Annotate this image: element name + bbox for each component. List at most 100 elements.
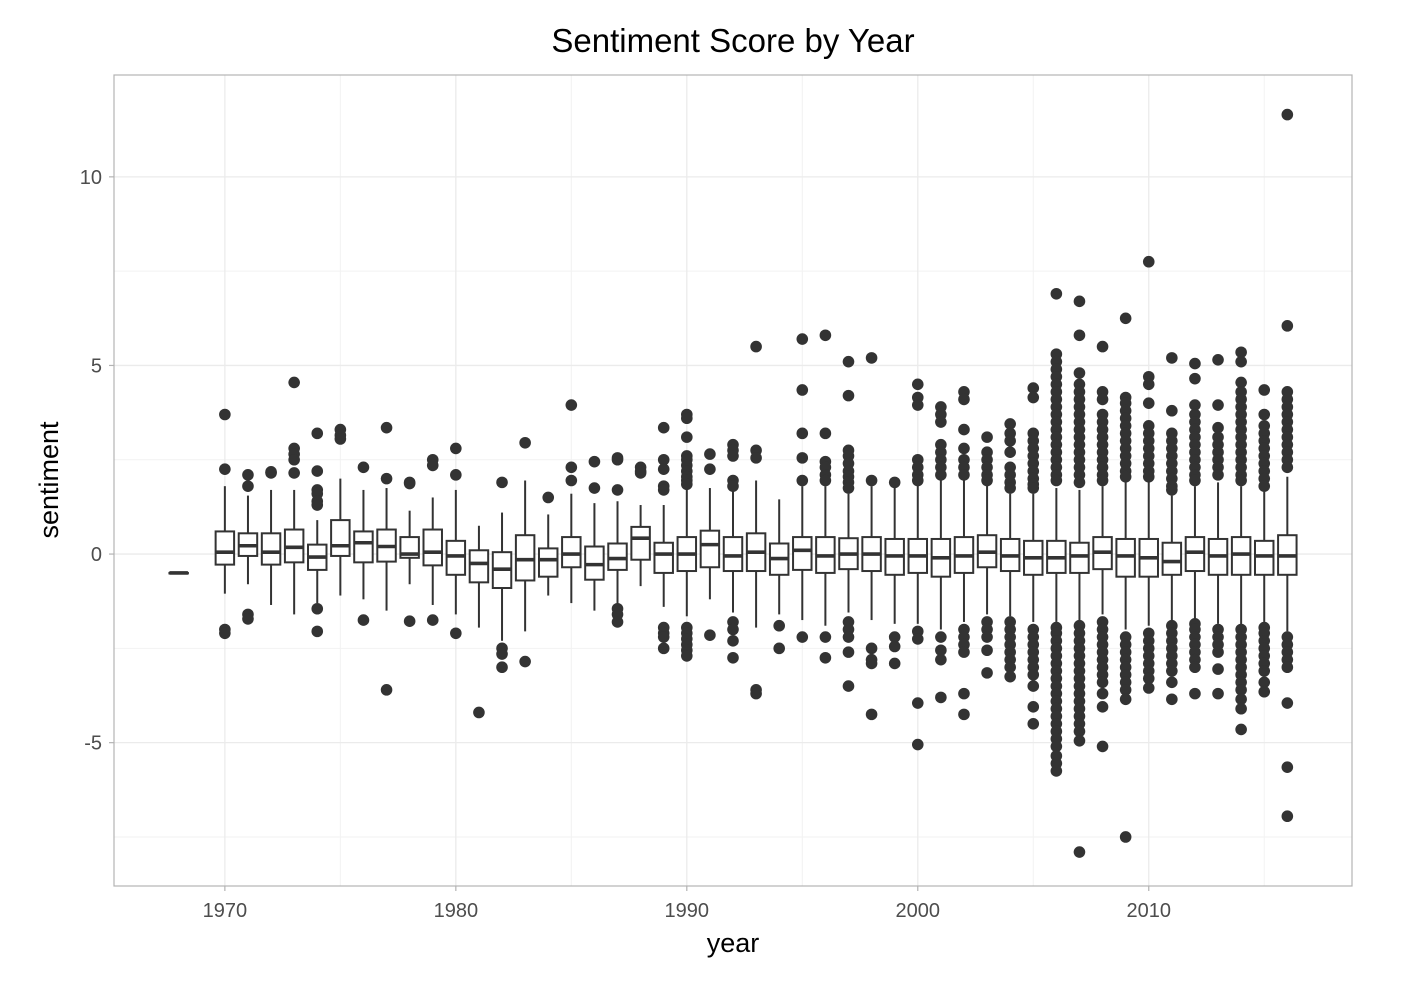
outlier-point — [681, 412, 693, 425]
outlier-point — [958, 646, 970, 658]
outlier-point — [311, 499, 324, 511]
outlier-point — [911, 399, 924, 411]
outlier-point — [288, 376, 300, 389]
box-1995 — [792, 333, 813, 643]
box-iqr — [561, 536, 582, 569]
outlier-point — [1212, 469, 1224, 481]
outlier-point — [219, 408, 231, 421]
outlier-point — [634, 467, 647, 479]
box-1988 — [630, 461, 651, 587]
outlier-point — [727, 651, 739, 664]
outlier-point — [288, 453, 300, 466]
outlier-point — [958, 687, 970, 700]
outlier-point — [1281, 461, 1294, 474]
outlier-point — [288, 467, 300, 479]
box-1977 — [376, 421, 397, 696]
box-2011 — [1161, 352, 1183, 706]
outlier-point — [1235, 355, 1247, 368]
outlier-point — [727, 623, 739, 636]
outlier-point — [1096, 687, 1109, 700]
outlier-point — [519, 436, 531, 449]
box-1985 — [561, 399, 582, 604]
outlier-point — [1166, 352, 1178, 364]
x-axis-title: year — [707, 928, 760, 958]
outlier-point — [265, 466, 277, 478]
box-iqr — [1253, 539, 1275, 576]
outlier-point — [865, 352, 878, 364]
outlier-point — [1189, 372, 1201, 385]
outlier-point — [496, 661, 508, 674]
outlier-point — [403, 477, 416, 490]
outlier-point — [450, 627, 462, 640]
outlier-point — [657, 631, 670, 643]
outlier-point — [1235, 376, 1247, 389]
outlier-point — [819, 651, 832, 664]
outlier-point — [1142, 470, 1155, 483]
outlier-point — [565, 399, 578, 411]
box-2002 — [953, 386, 975, 721]
outlier-point — [657, 484, 670, 496]
outlier-point — [380, 684, 393, 696]
outlier-point — [565, 474, 578, 487]
outlier-point — [888, 657, 901, 670]
outlier-point — [1235, 702, 1247, 715]
outlier-point — [865, 642, 878, 655]
chart-title: Sentiment Score by Year — [551, 22, 914, 59]
outlier-point — [819, 329, 832, 342]
outlier-point — [1281, 108, 1294, 121]
outlier-point — [242, 613, 254, 625]
outlier-point — [311, 602, 324, 615]
box-1980 — [445, 442, 467, 640]
outlier-point — [1096, 676, 1109, 689]
outlier-point — [242, 469, 254, 481]
outlier-point — [1073, 295, 1086, 308]
outlier-point — [1281, 761, 1294, 773]
outlier-point — [1258, 408, 1271, 421]
outlier-point — [1142, 378, 1155, 391]
outlier-point — [1073, 734, 1086, 747]
panel-border — [113, 74, 1353, 887]
outlier-point — [842, 389, 855, 402]
outlier-point — [796, 474, 809, 487]
box-iqr — [630, 525, 651, 561]
outlier-point — [1004, 482, 1016, 494]
outlier-point — [819, 631, 832, 643]
outlier-point — [842, 646, 855, 658]
outlier-point — [1166, 676, 1178, 689]
outlier-point — [1258, 676, 1271, 689]
outlier-point — [1235, 684, 1247, 696]
outlier-point — [981, 667, 993, 679]
y-tick-label: -5 — [84, 733, 102, 755]
box-iqr — [699, 529, 721, 569]
outlier-point — [865, 708, 878, 721]
outlier-point — [1096, 740, 1109, 753]
outlier-point — [888, 476, 901, 489]
outlier-point — [334, 433, 347, 445]
outlier-point — [1235, 474, 1247, 487]
outlier-point — [450, 469, 462, 481]
outlier-point — [935, 691, 947, 704]
box-iqr — [260, 532, 282, 566]
outlier-point — [1050, 474, 1063, 487]
outlier-point — [426, 614, 439, 626]
outlier-point — [1004, 418, 1016, 430]
outlier-point — [357, 614, 370, 626]
outlier-point — [1212, 399, 1224, 411]
box-2015 — [1253, 384, 1275, 698]
box-2012 — [1184, 357, 1206, 700]
box-1994 — [768, 499, 790, 655]
outlier-point — [911, 633, 924, 645]
outlier-point — [842, 631, 855, 643]
outlier-point — [1212, 353, 1224, 366]
outlier-point — [819, 474, 832, 487]
outlier-point — [1027, 680, 1040, 692]
box-1984 — [537, 491, 559, 596]
outlier-point — [1258, 665, 1271, 677]
outlier-point — [311, 625, 324, 638]
outlier-point — [796, 452, 809, 464]
outlier-point — [819, 427, 832, 440]
box-1998 — [861, 352, 882, 721]
outlier-point — [1027, 718, 1040, 730]
box-2005 — [1023, 382, 1044, 730]
outlier-point — [1027, 382, 1040, 394]
